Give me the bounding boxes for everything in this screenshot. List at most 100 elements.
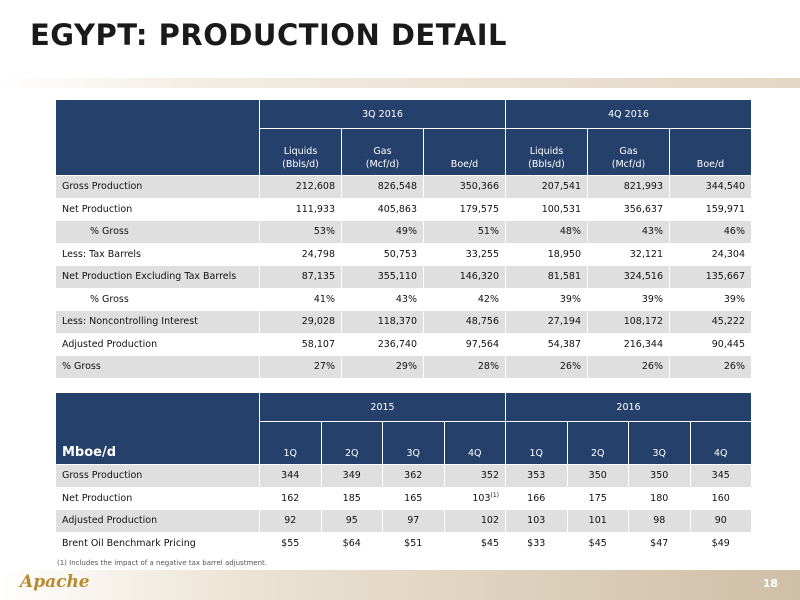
table-cell: 28% <box>424 356 505 378</box>
table-cell: 216,344 <box>588 333 669 355</box>
page-title: EGYPT: PRODUCTION DETAIL <box>30 18 507 52</box>
table-row: Net Production Excluding Tax Barrels 87,1… <box>56 266 751 288</box>
table-row: Net Production 162 185 165 103(1) 166 175 180 16… <box>56 487 751 509</box>
column-header-boe: Boe/d <box>670 129 751 175</box>
footnote: (1) Includes the impact of a negative ta… <box>57 559 267 567</box>
table-cell: 27% <box>260 356 341 378</box>
table-cell: 102 <box>444 510 505 532</box>
table-cell: 179,575 <box>424 198 505 220</box>
row-label: Less: Tax Barrels <box>56 243 259 265</box>
year-header-2015: 2015 <box>260 393 505 421</box>
table-cell: 362 <box>383 465 444 487</box>
table-row: % Gross 41% 43% 42% 39% 39% 39% <box>56 288 751 310</box>
table-cell: $49 <box>690 532 751 554</box>
table-cell: 355,110 <box>342 266 423 288</box>
table-row: Gross Production 344 349 362 352 353 350 350 345 <box>56 465 751 487</box>
table-cell: 29% <box>342 356 423 378</box>
quarter-header: 4Q <box>444 422 505 464</box>
table-row: % Gross 27% 29% 28% 26% 26% 26% <box>56 356 751 378</box>
table-cell: 207,541 <box>506 176 587 198</box>
quarter-header: 2Q <box>321 422 382 464</box>
table-cell: 146,320 <box>424 266 505 288</box>
table-cell: 90 <box>690 510 751 532</box>
table-cell: 87,135 <box>260 266 341 288</box>
table-cell: $45 <box>567 532 628 554</box>
table-cell: 356,637 <box>588 198 669 220</box>
table-cell: 118,370 <box>342 311 423 333</box>
column-header-boe: Boe/d <box>424 129 505 175</box>
table-cell: 27,194 <box>506 311 587 333</box>
table-cell: 166 <box>506 487 567 509</box>
table-cell: 26% <box>506 356 587 378</box>
table-cell: 58,107 <box>260 333 341 355</box>
table-row: Adjusted Production 92 95 97 102 103 101 98 90 <box>56 510 751 532</box>
table-cell: 51% <box>424 221 505 243</box>
table-cell: 45,222 <box>670 311 751 333</box>
column-header-liquids: Liquids (Bbls/d) <box>506 129 587 175</box>
quarter-header: 1Q <box>506 422 567 464</box>
row-label: Net Production <box>56 487 259 509</box>
table-cell: 48,756 <box>424 311 505 333</box>
table-cell: 135,667 <box>670 266 751 288</box>
table-cell: 352 <box>444 465 505 487</box>
production-table-2016: 3Q 2016 4Q 2016 Liquids (Bbls/d) Gas (Mcf/… <box>55 99 752 379</box>
table-row: Less: Tax Barrels 24,798 50,753 33,255 18,95… <box>56 243 751 265</box>
row-label: % Gross <box>56 356 259 378</box>
table-row: Adjusted Production 58,107 236,740 97,564 54… <box>56 333 751 355</box>
table-cell: 350 <box>567 465 628 487</box>
table-cell: 50,753 <box>342 243 423 265</box>
table-cell: 826,548 <box>342 176 423 198</box>
table-cell: 24,798 <box>260 243 341 265</box>
table-cell: 39% <box>506 288 587 310</box>
table-cell: 33,255 <box>424 243 505 265</box>
footnote-marker: (1) <box>490 492 500 500</box>
table-cell: 98 <box>629 510 690 532</box>
table-cell: 159,971 <box>670 198 751 220</box>
table-cell: 405,863 <box>342 198 423 220</box>
table-cell: 350,366 <box>424 176 505 198</box>
table-cell: 103(1) <box>444 487 505 509</box>
page-number: 18 <box>762 577 778 590</box>
year-header-2016: 2016 <box>506 393 751 421</box>
table-row: Less: Noncontrolling Interest 29,028 118,3… <box>56 311 751 333</box>
row-label: Gross Production <box>56 465 259 487</box>
quarter-header: 2Q <box>567 422 628 464</box>
table-cell: 24,304 <box>670 243 751 265</box>
table1-corner-header <box>56 100 259 175</box>
table-cell: 236,740 <box>342 333 423 355</box>
table-cell: $45 <box>444 532 505 554</box>
row-label: Brent Oil Benchmark Pricing <box>56 532 259 554</box>
quarter-header: 3Q <box>383 422 444 464</box>
table-cell: 344 <box>260 465 321 487</box>
table-cell: 49% <box>342 221 423 243</box>
row-label: Adjusted Production <box>56 510 259 532</box>
table-cell: 43% <box>588 221 669 243</box>
table-cell: 90,445 <box>670 333 751 355</box>
table-cell: 821,993 <box>588 176 669 198</box>
row-label: Net Production Excluding Tax Barrels <box>56 266 259 288</box>
table-cell: 344,540 <box>670 176 751 198</box>
table-cell: 32,121 <box>588 243 669 265</box>
table-cell: 100,531 <box>506 198 587 220</box>
period-header-3q2016: 3Q 2016 <box>260 100 505 128</box>
table-cell: 101 <box>567 510 628 532</box>
row-label: Net Production <box>56 198 259 220</box>
table-row: Net Production 111,933 405,863 179,575 100,5… <box>56 198 751 220</box>
table-cell: 165 <box>383 487 444 509</box>
table-cell: 46% <box>670 221 751 243</box>
table-cell: 349 <box>321 465 382 487</box>
apache-logo: Apache <box>20 572 90 592</box>
table-cell: 108,172 <box>588 311 669 333</box>
quarter-header: 4Q <box>690 422 751 464</box>
table-cell: 345 <box>690 465 751 487</box>
column-header-liquids: Liquids (Bbls/d) <box>260 129 341 175</box>
period-header-4q2016: 4Q 2016 <box>506 100 751 128</box>
table-cell: 111,933 <box>260 198 341 220</box>
quarter-header: 1Q <box>260 422 321 464</box>
table-cell: 353 <box>506 465 567 487</box>
table-cell: 324,516 <box>588 266 669 288</box>
quarterly-production-table: Mboe/d 2015 2016 1Q 2Q 3Q 4Q 1Q 2Q 3Q 4Q Gross … <box>55 392 752 555</box>
unit-label: Mboe/d <box>56 393 259 464</box>
table-cell: 160 <box>690 487 751 509</box>
row-label: % Gross <box>56 221 259 243</box>
